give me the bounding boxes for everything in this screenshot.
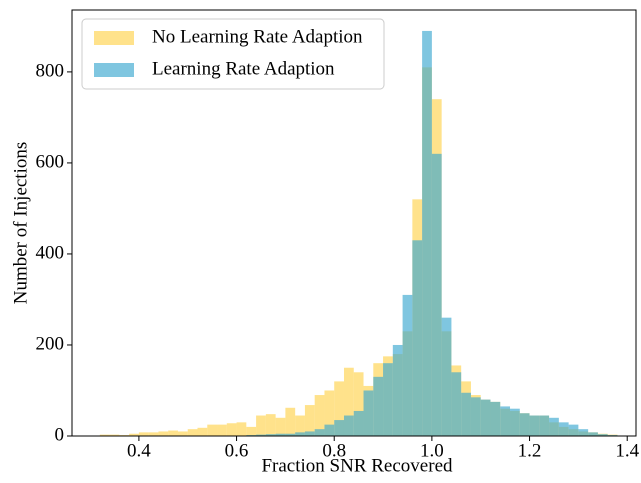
y-tick-label: 0 bbox=[55, 424, 65, 445]
histogram-bar bbox=[314, 395, 325, 436]
histogram-bar bbox=[568, 424, 579, 436]
histogram-bar bbox=[304, 431, 315, 436]
histogram-bar bbox=[285, 433, 296, 436]
histogram-bar bbox=[285, 407, 296, 436]
histogram-bar bbox=[588, 432, 598, 436]
histogram-bar bbox=[265, 434, 276, 436]
histogram-bar bbox=[275, 433, 286, 436]
histogram-bar bbox=[256, 415, 266, 436]
x-tick-label: 0.6 bbox=[225, 440, 249, 461]
histogram-bar bbox=[363, 390, 374, 436]
histogram-bar bbox=[578, 429, 589, 436]
x-tick-label: 1.4 bbox=[615, 440, 639, 461]
histogram-bar bbox=[510, 408, 520, 436]
histogram-bar bbox=[324, 424, 335, 436]
histogram-bar bbox=[246, 426, 257, 436]
histogram-bar bbox=[314, 429, 325, 436]
legend-label: No Learning Rate Adaption bbox=[152, 26, 363, 47]
y-tick-label: 600 bbox=[36, 151, 65, 172]
histogram-bar bbox=[207, 424, 218, 436]
histogram-bar bbox=[412, 240, 423, 436]
histogram-bar bbox=[402, 294, 413, 436]
histogram-bar bbox=[353, 410, 364, 436]
x-tick-label: 1.0 bbox=[420, 440, 444, 461]
legend-swatch bbox=[94, 63, 134, 77]
histogram-bar bbox=[597, 434, 608, 436]
histogram-bar bbox=[324, 390, 335, 436]
y-axis-label: Number of Injections bbox=[10, 142, 31, 305]
histogram-bar bbox=[441, 317, 452, 436]
histogram-bar bbox=[529, 415, 540, 436]
y-tick-label: 400 bbox=[36, 242, 65, 263]
histogram-bar bbox=[129, 433, 139, 436]
histogram-bar bbox=[158, 431, 169, 436]
histogram-bar bbox=[422, 30, 432, 436]
histogram-bar bbox=[187, 429, 198, 436]
histogram-bar bbox=[168, 430, 178, 436]
histogram-bar bbox=[265, 414, 276, 436]
histogram-bar bbox=[236, 422, 247, 436]
histogram-bar bbox=[295, 432, 305, 436]
legend-swatch bbox=[94, 31, 134, 45]
histogram-bar bbox=[295, 415, 305, 436]
histogram-bar bbox=[304, 405, 315, 436]
histogram-bar bbox=[519, 413, 530, 436]
y-tick-label: 800 bbox=[36, 60, 65, 81]
legend-box bbox=[81, 18, 385, 90]
histogram-bar bbox=[373, 376, 384, 436]
histogram-bar bbox=[383, 363, 393, 436]
histogram-bar bbox=[334, 420, 344, 436]
histogram-bar bbox=[256, 434, 266, 436]
histogram-bar bbox=[392, 344, 403, 436]
histogram-bar bbox=[217, 424, 227, 436]
histogram-bar bbox=[500, 406, 511, 436]
histogram-bar bbox=[539, 415, 550, 436]
x-tick-label: 1.2 bbox=[518, 440, 542, 461]
legend-label: Learning Rate Adaption bbox=[152, 58, 335, 79]
histogram-bar bbox=[343, 415, 354, 436]
histogram-bar bbox=[109, 434, 120, 436]
x-axis-label: Fraction SNR Recovered bbox=[261, 455, 453, 476]
histogram-bar bbox=[138, 432, 149, 436]
x-tick-label: 0.8 bbox=[322, 440, 346, 461]
histogram-bar bbox=[275, 417, 286, 436]
histogram-bar bbox=[549, 417, 559, 436]
histogram-bar bbox=[470, 397, 481, 436]
histogram-bar bbox=[148, 432, 159, 436]
histogram-bar bbox=[480, 399, 491, 436]
histogram-bar bbox=[343, 367, 354, 436]
histogram-bar bbox=[461, 392, 471, 436]
histogram-bar bbox=[558, 422, 569, 436]
histogram-bar bbox=[177, 431, 188, 436]
histogram-bar bbox=[226, 423, 237, 436]
histogram-bar bbox=[197, 427, 208, 436]
histogram-bar bbox=[490, 401, 501, 436]
histogram-bar bbox=[431, 153, 442, 437]
x-tick-label: 0.4 bbox=[127, 440, 151, 461]
y-tick-label: 200 bbox=[36, 333, 65, 354]
histogram-bar bbox=[99, 434, 110, 436]
plot-frame bbox=[71, 9, 637, 437]
histogram-bar bbox=[451, 372, 462, 436]
histogram-bar bbox=[334, 381, 344, 436]
histogram-bar bbox=[353, 372, 364, 436]
